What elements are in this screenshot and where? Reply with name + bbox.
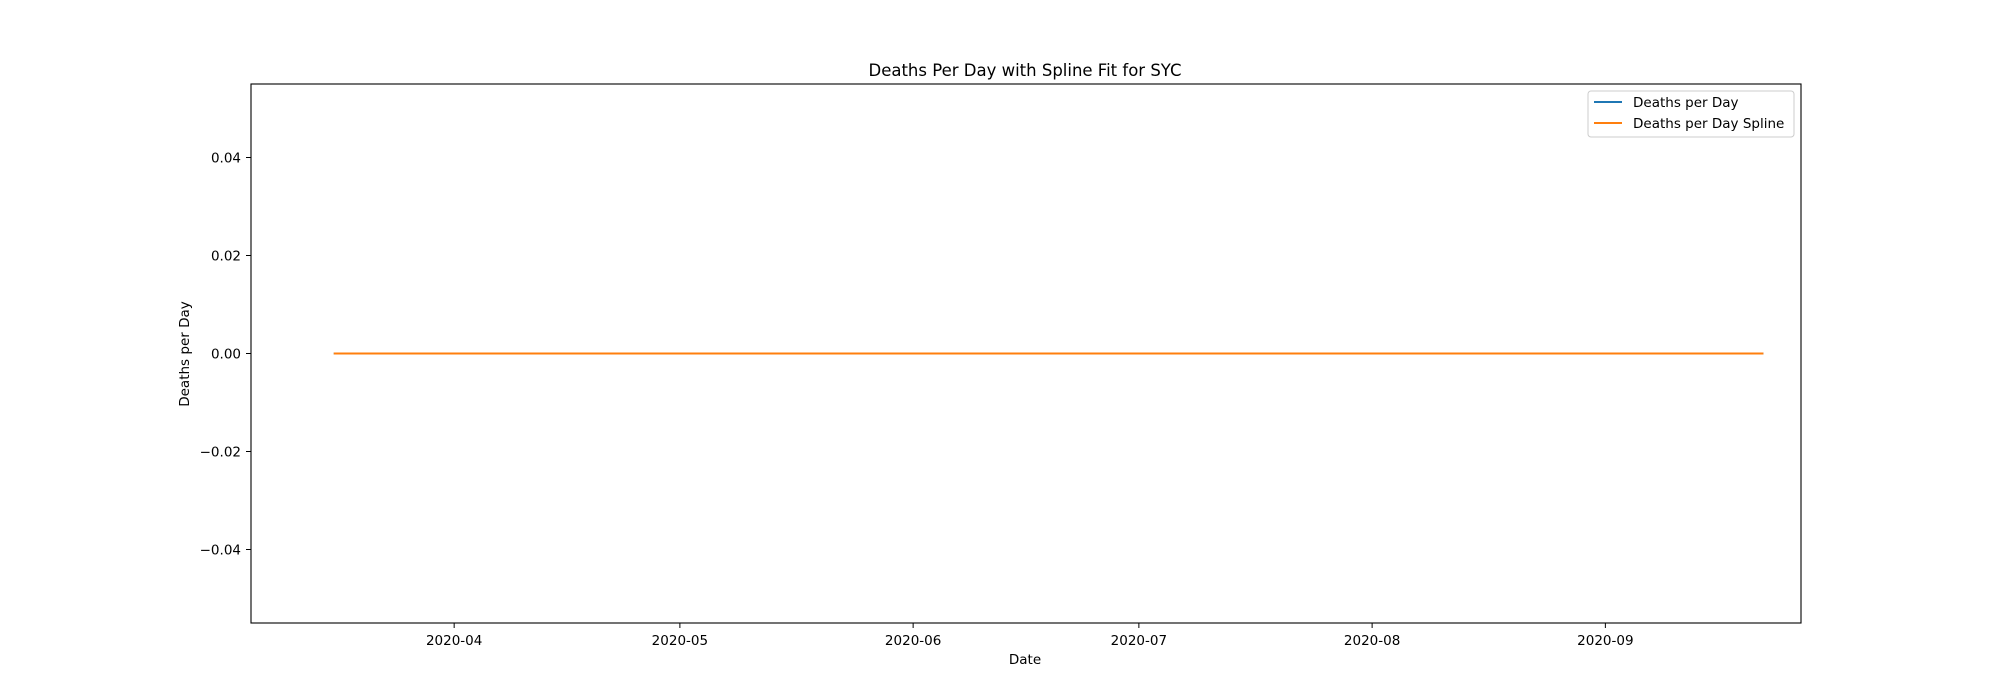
x-tick-label: 2020-08 — [1344, 633, 1400, 649]
x-tick-label: 2020-09 — [1577, 633, 1633, 649]
y-axis-ticks: 0.04 0.02 0.00 −0.02 −0.04 — [200, 151, 251, 559]
y-tick-label: 0.02 — [211, 249, 241, 265]
legend-box — [1587, 90, 1795, 138]
x-tick-label: 2020-05 — [652, 633, 708, 649]
y-axis-label: Deaths per Day — [177, 301, 193, 407]
legend-label-deaths-per-day: Deaths per Day — [1633, 95, 1739, 111]
x-axis-label: Date — [1009, 652, 1041, 668]
chart-title: Deaths Per Day with Spline Fit for SYC — [868, 61, 1181, 80]
y-tick-label: 0.04 — [211, 151, 241, 167]
y-tick-label: 0.00 — [211, 347, 241, 363]
y-tick-label: −0.04 — [200, 543, 241, 559]
x-tick-label: 2020-04 — [426, 633, 482, 649]
legend: Deaths per Day Deaths per Day Spline — [1587, 90, 1795, 138]
x-tick-label: 2020-06 — [885, 633, 941, 649]
y-tick-label: −0.02 — [200, 445, 241, 461]
legend-label-deaths-per-day-spline: Deaths per Day Spline — [1633, 116, 1784, 132]
x-axis-ticks: 2020-04 2020-05 2020-06 2020-07 2020-08 2020-… — [426, 623, 1634, 649]
x-tick-label: 2020-07 — [1111, 633, 1167, 649]
